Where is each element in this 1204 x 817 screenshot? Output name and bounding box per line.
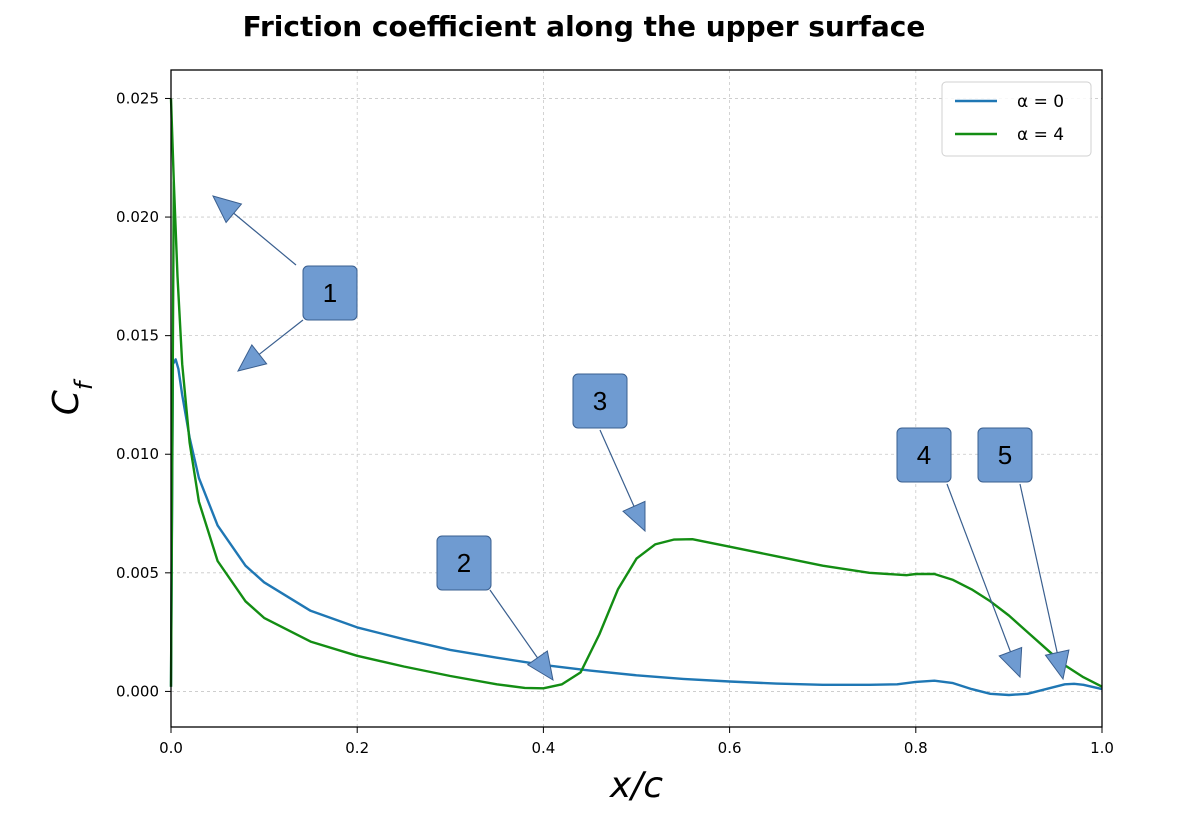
x-tick-label: 0.0 bbox=[159, 739, 183, 757]
callout-box bbox=[572, 373, 628, 429]
series-line-1 bbox=[169, 358, 1103, 697]
x-tick-label: 1.0 bbox=[1090, 739, 1114, 757]
legend: α = 0 α = 4 bbox=[941, 81, 1092, 157]
y-axis-label: Cf bbox=[46, 378, 98, 415]
callout-arrow-head bbox=[212, 195, 243, 224]
plot-frame bbox=[170, 69, 1103, 728]
y-tick-label: 0.005 bbox=[116, 564, 159, 582]
x-axis-label: x/c bbox=[609, 765, 663, 806]
callout-arrow-head bbox=[237, 343, 268, 372]
callout-arrow-line bbox=[233, 212, 297, 266]
callout-box bbox=[896, 427, 952, 483]
callout-label: 3 bbox=[593, 386, 607, 416]
callout-arrow-head bbox=[622, 500, 646, 533]
callout-arrow-head bbox=[526, 650, 554, 682]
series-line-2 bbox=[169, 98, 1103, 690]
callout-box bbox=[436, 535, 492, 591]
y-tick-label: 0.000 bbox=[116, 682, 159, 700]
callout-arrow-line bbox=[1019, 483, 1058, 653]
x-tick-label: 0.4 bbox=[531, 739, 555, 757]
callout-arrow-line bbox=[946, 483, 1012, 652]
callout-arrow-head bbox=[998, 646, 1023, 679]
callout-arrow-line bbox=[599, 429, 635, 507]
y-tick-label: 0.020 bbox=[116, 208, 159, 226]
callout-box bbox=[977, 427, 1033, 483]
y-tick-label: 0.015 bbox=[116, 327, 159, 345]
ticks: 0.0 0.2 0.4 0.6 0.8 1.0 0.000 0.005 0.010 0.015 0.… bbox=[116, 89, 1114, 757]
x-tick-label: 0.2 bbox=[345, 739, 369, 757]
y-tick-label: 0.010 bbox=[116, 445, 159, 463]
callout-group: 1 2 3 4 5 bbox=[212, 195, 1070, 682]
grid bbox=[170, 70, 1103, 727]
callout-label: 2 bbox=[457, 548, 471, 578]
legend-label: α = 0 bbox=[1017, 92, 1064, 112]
callout-label: 1 bbox=[323, 278, 337, 308]
series-group bbox=[169, 98, 1103, 697]
callout-arrow-line bbox=[489, 589, 539, 659]
callout-arrow-head bbox=[1044, 649, 1070, 681]
y-tick-label: 0.025 bbox=[116, 89, 159, 107]
x-tick-label: 0.8 bbox=[904, 739, 928, 757]
callout-label: 5 bbox=[998, 440, 1012, 470]
callout-arrow-line bbox=[258, 319, 304, 355]
callout-label: 4 bbox=[917, 440, 931, 470]
chart-title: Friction coefficient along the upper sur… bbox=[243, 10, 926, 43]
x-tick-label: 0.6 bbox=[718, 739, 742, 757]
legend-label: α = 4 bbox=[1017, 125, 1064, 145]
callout-box bbox=[302, 265, 358, 321]
